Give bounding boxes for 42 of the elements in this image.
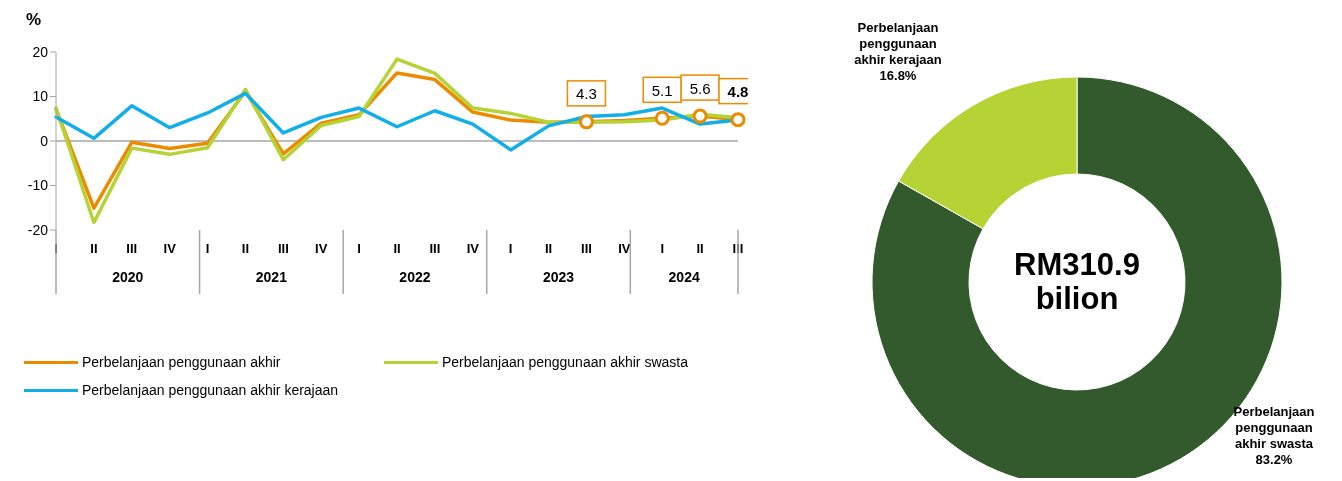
data-label: 5.1 xyxy=(651,81,673,99)
y-tick-label: -10 xyxy=(27,177,49,194)
x-tick-label: II xyxy=(241,241,250,257)
x-tick-label: II xyxy=(90,241,98,257)
text: 2020 xyxy=(112,269,144,285)
data-label: 16.8% xyxy=(879,68,917,83)
x-tick-label: I xyxy=(357,241,361,257)
x-tick-label: IV xyxy=(315,241,328,257)
x-tick-label: II xyxy=(393,241,401,257)
legend-label: Perbelanjaan penggunaan akhir kerajaan xyxy=(82,382,339,398)
data-label: 5.6 xyxy=(689,79,711,97)
legend-label: Perbelanjaan penggunaan akhir swasta xyxy=(442,354,688,370)
x-tick-label: III xyxy=(277,241,289,257)
x-tick-label: I xyxy=(508,241,513,257)
text: RM310.9 bilion xyxy=(1014,247,1140,316)
text: 2023 xyxy=(542,269,575,285)
x-tick-label: II xyxy=(696,241,704,257)
text: 2022 xyxy=(399,269,431,285)
text: 2021 xyxy=(255,269,288,285)
x-tick-label: IV xyxy=(466,241,480,257)
text: 2024 xyxy=(668,269,700,285)
y-tick-label: 20 xyxy=(32,43,49,60)
data-label: 4.8 xyxy=(727,83,749,101)
x-tick-label: II xyxy=(544,241,553,257)
y-tick-label: 10 xyxy=(32,88,49,105)
x-tick-label: I xyxy=(54,241,58,257)
x-tick-label: III xyxy=(581,241,592,257)
x-tick-label: III xyxy=(429,241,441,257)
x-tick-label: IV xyxy=(618,241,631,257)
y-tick-label: -20 xyxy=(27,221,49,238)
slice-label: Perbelanjaan penggunaan akhir swasta xyxy=(1233,404,1315,451)
x-tick-label: IV xyxy=(163,241,177,257)
x-tick-label: I xyxy=(660,241,665,257)
x-tick-label: III xyxy=(732,241,744,257)
legend-label: Perbelanjaan penggunaan akhir xyxy=(82,354,281,370)
data-label: 83.2% xyxy=(1255,452,1293,467)
slice-label: Perbelanjaan penggunaan akhir kerajaan xyxy=(854,20,942,67)
x-tick-label: I xyxy=(205,241,210,257)
y-axis-title: % xyxy=(26,10,42,30)
x-tick-label: III xyxy=(126,241,138,257)
y-tick-label: 0 xyxy=(40,132,49,149)
data-label: 4.3 xyxy=(576,85,597,103)
